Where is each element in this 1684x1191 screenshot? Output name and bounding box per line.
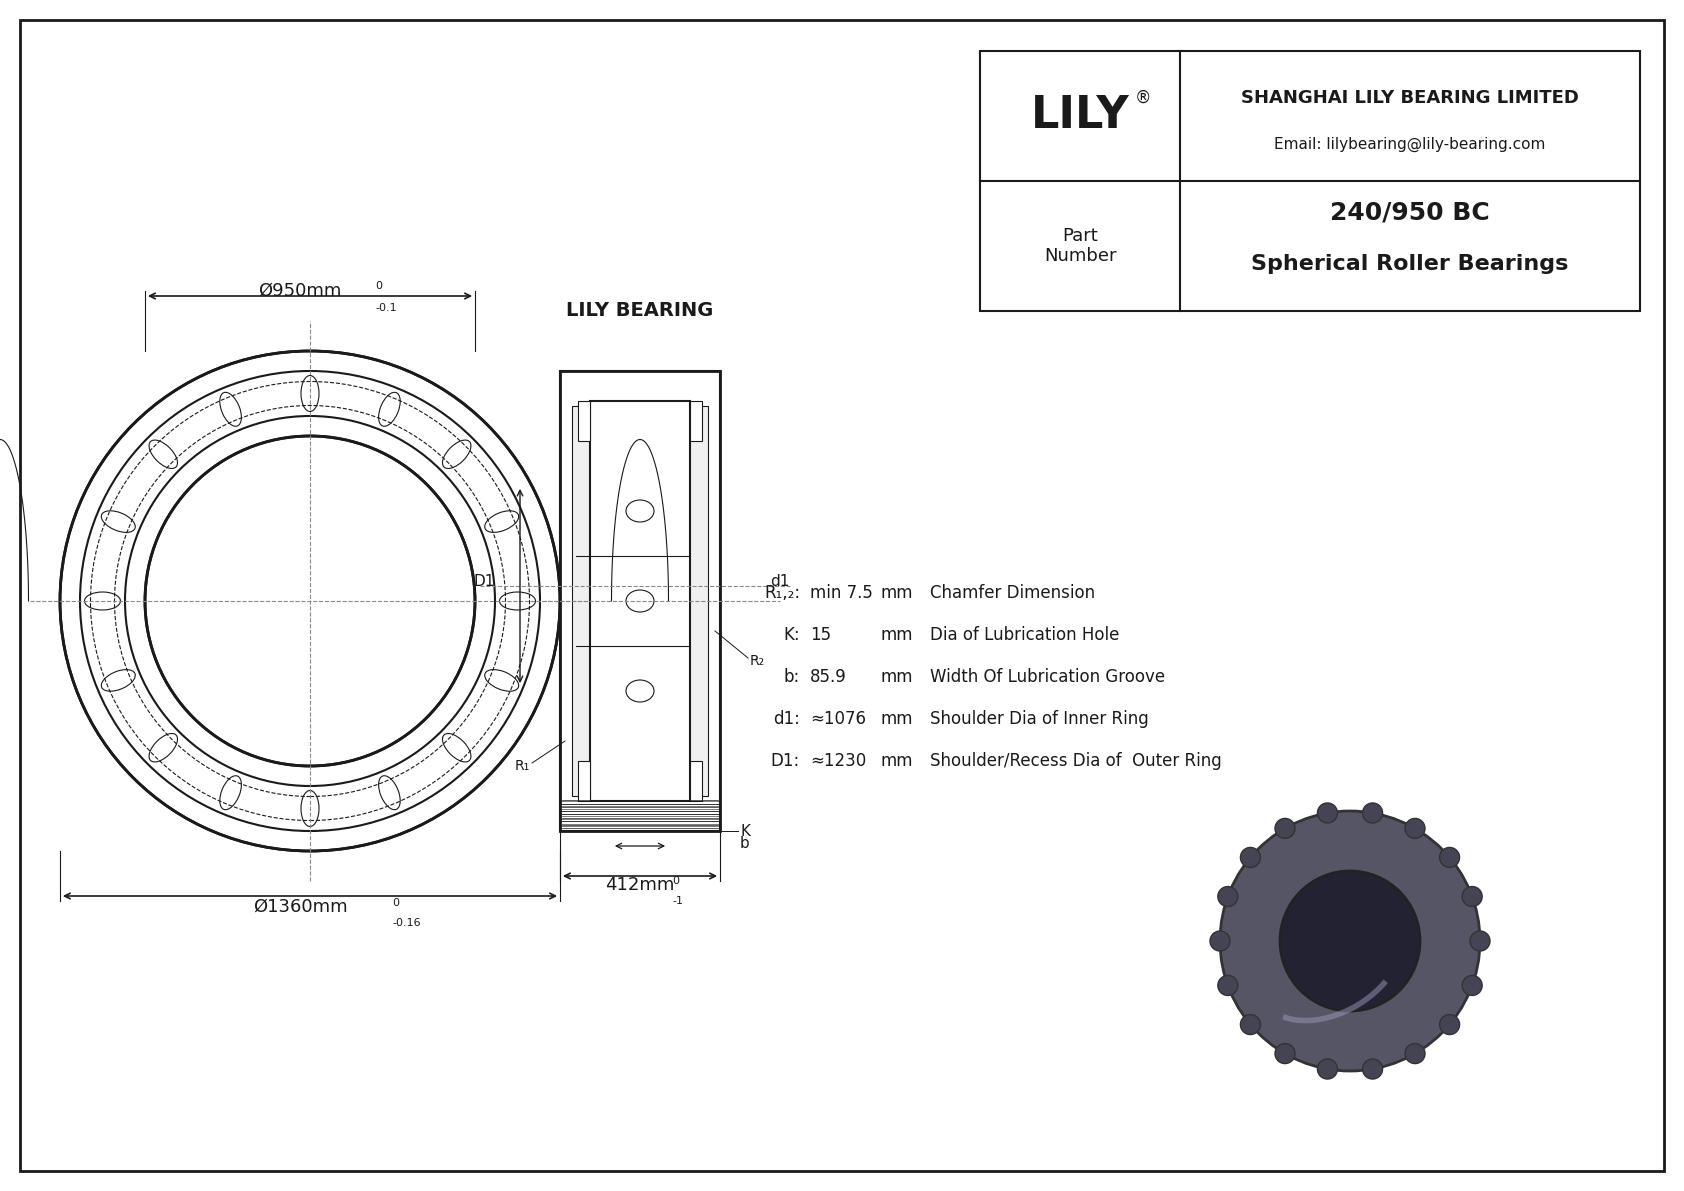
Ellipse shape <box>150 734 177 762</box>
Text: ®: ® <box>1135 89 1152 107</box>
Ellipse shape <box>500 592 536 610</box>
Ellipse shape <box>626 590 653 612</box>
Circle shape <box>1404 1043 1425 1064</box>
Text: -1: -1 <box>672 896 684 906</box>
Circle shape <box>1440 1015 1460 1035</box>
Text: min 7.5: min 7.5 <box>810 584 872 601</box>
Ellipse shape <box>443 734 472 762</box>
Bar <box>578 761 589 802</box>
Circle shape <box>1241 1015 1260 1035</box>
Text: Chamfer Dimension: Chamfer Dimension <box>930 584 1095 601</box>
Circle shape <box>1218 975 1238 996</box>
Circle shape <box>1362 803 1383 823</box>
Circle shape <box>61 351 561 852</box>
Ellipse shape <box>379 392 401 426</box>
Text: mm: mm <box>881 710 913 728</box>
Ellipse shape <box>301 375 318 412</box>
Text: ≈1230: ≈1230 <box>810 752 866 771</box>
Text: R₁,₂:: R₁,₂: <box>765 584 800 601</box>
Text: D1:: D1: <box>771 752 800 771</box>
Text: LILY BEARING: LILY BEARING <box>566 301 714 320</box>
Circle shape <box>1241 848 1260 867</box>
Circle shape <box>1440 848 1460 867</box>
Text: Email: lilybearing@lily-bearing.com: Email: lilybearing@lily-bearing.com <box>1275 137 1546 152</box>
Text: Ø950mm: Ø950mm <box>258 282 342 300</box>
Bar <box>561 372 721 831</box>
Text: d1:: d1: <box>773 710 800 728</box>
Text: -0.16: -0.16 <box>392 918 421 928</box>
Circle shape <box>1317 1059 1337 1079</box>
Circle shape <box>1462 975 1482 996</box>
Text: Spherical Roller Bearings: Spherical Roller Bearings <box>1251 254 1569 274</box>
Text: 0: 0 <box>392 898 399 908</box>
Bar <box>573 406 707 796</box>
Text: K: K <box>739 823 749 838</box>
Text: 240/950 BC: 240/950 BC <box>1330 200 1490 224</box>
Ellipse shape <box>101 669 135 691</box>
Bar <box>690 761 702 802</box>
Text: 0: 0 <box>672 877 679 886</box>
Ellipse shape <box>101 511 135 532</box>
Ellipse shape <box>626 500 653 522</box>
Text: mm: mm <box>881 668 913 686</box>
Ellipse shape <box>221 392 241 426</box>
Bar <box>589 401 690 802</box>
Ellipse shape <box>626 680 653 701</box>
Ellipse shape <box>150 439 177 468</box>
Text: mm: mm <box>881 752 913 771</box>
Text: Ø1360mm: Ø1360mm <box>253 898 347 916</box>
Ellipse shape <box>485 669 519 691</box>
Text: mm: mm <box>881 626 913 644</box>
Text: 412mm: 412mm <box>605 877 675 894</box>
Text: Shoulder Dia of Inner Ring: Shoulder Dia of Inner Ring <box>930 710 1148 728</box>
Text: Part
Number: Part Number <box>1044 226 1116 266</box>
Circle shape <box>1462 886 1482 906</box>
Circle shape <box>1275 818 1295 838</box>
Ellipse shape <box>485 511 519 532</box>
Circle shape <box>145 436 475 766</box>
Ellipse shape <box>301 791 318 827</box>
Text: LILY: LILY <box>1031 94 1130 137</box>
Circle shape <box>1404 818 1425 838</box>
Circle shape <box>1211 931 1229 950</box>
Text: Dia of Lubrication Hole: Dia of Lubrication Hole <box>930 626 1120 644</box>
Bar <box>561 372 721 831</box>
Ellipse shape <box>379 775 401 810</box>
Ellipse shape <box>443 439 472 468</box>
Text: b: b <box>739 836 749 852</box>
Ellipse shape <box>221 775 241 810</box>
Text: Width Of Lubrication Groove: Width Of Lubrication Groove <box>930 668 1165 686</box>
Text: 0: 0 <box>376 281 382 291</box>
Bar <box>690 401 702 441</box>
Text: SHANGHAI LILY BEARING LIMITED: SHANGHAI LILY BEARING LIMITED <box>1241 89 1580 107</box>
Circle shape <box>1362 1059 1383 1079</box>
Text: K:: K: <box>783 626 800 644</box>
Text: R₁: R₁ <box>515 759 530 773</box>
Circle shape <box>1275 1043 1295 1064</box>
Text: Shoulder/Recess Dia of  Outer Ring: Shoulder/Recess Dia of Outer Ring <box>930 752 1223 771</box>
Circle shape <box>1470 931 1490 950</box>
Ellipse shape <box>84 592 121 610</box>
Circle shape <box>1317 803 1337 823</box>
Bar <box>578 401 589 441</box>
Circle shape <box>1280 871 1420 1011</box>
Text: ≈1076: ≈1076 <box>810 710 866 728</box>
Text: R₂: R₂ <box>749 654 765 668</box>
Circle shape <box>1219 811 1480 1071</box>
Text: d1: d1 <box>770 574 790 588</box>
Bar <box>980 51 1640 311</box>
Text: D1: D1 <box>473 574 495 588</box>
Text: b:: b: <box>783 668 800 686</box>
Text: -0.1: -0.1 <box>376 291 397 312</box>
Text: 15: 15 <box>810 626 832 644</box>
Circle shape <box>1218 886 1238 906</box>
Text: 85.9: 85.9 <box>810 668 847 686</box>
Text: mm: mm <box>881 584 913 601</box>
